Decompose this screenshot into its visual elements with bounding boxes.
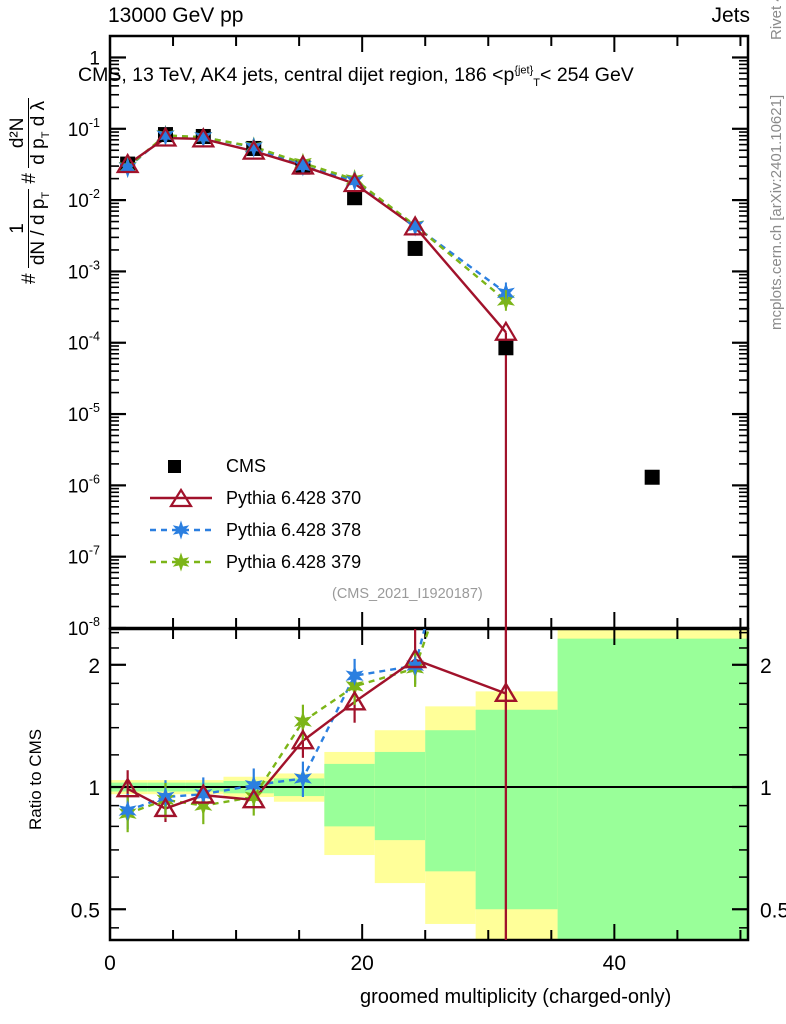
legend: CMS Pythia 6.428 370 Pythia 6.428 378 Pythi… [150, 450, 361, 578]
cms-data-marker [347, 190, 363, 206]
p370-marker [115, 152, 140, 174]
x-tick-label: 40 [603, 952, 626, 975]
ratio-series-group [115, 629, 518, 833]
ratio-p370-marker [403, 647, 428, 669]
p378-marker [118, 157, 137, 179]
ratio-p378-marker [345, 665, 364, 687]
ratio-p370-marker [115, 776, 140, 798]
p370-marker [291, 154, 315, 175]
y-tick-label: 10-4 [68, 330, 100, 355]
uncertainty-band-inner [324, 763, 375, 827]
y-tick-label: 10-5 [68, 401, 100, 426]
ratio-p378-marker [118, 800, 137, 821]
x-axis-label: groomed multiplicity (charged-only) [360, 986, 672, 1008]
legend-item-1[interactable]: Pythia 6.428 370 [150, 482, 361, 514]
ratio-tick-label-left: 2 [88, 655, 100, 678]
ratio-tick-label-left: 0.5 [71, 899, 100, 922]
plot-title: CMS, 13 TeV, AK4 jets, central dijet reg… [78, 64, 634, 89]
uncertainty-band-inner [475, 709, 558, 910]
legend-item-3[interactable]: Pythia 6.428 379 [150, 546, 361, 578]
ratio-p370-marker [153, 796, 178, 818]
legend-key-dashed-star [150, 551, 212, 573]
y-tick-label: 10-8 [68, 615, 100, 640]
plot-title-sub: T [533, 76, 541, 89]
uncertainty-band-inner [425, 730, 476, 872]
ratio-panel-frame [108, 627, 750, 942]
p378-marker [244, 136, 263, 158]
ratio-p378-marker [244, 774, 263, 796]
p370-marker [191, 127, 216, 148]
series-line-Pythia-6-428-370 [126, 136, 507, 334]
plot-title-sup: {jet} [514, 64, 534, 77]
ratio-p370-marker [241, 787, 266, 809]
ratio-p379-marker [345, 675, 364, 697]
plot-title-pre: CMS, 13 TeV, AK4 jets, central dijet reg… [78, 64, 515, 86]
ratio-p378-marker [293, 768, 312, 789]
ratio-p379-marker [244, 786, 263, 808]
p370-marker [241, 139, 266, 160]
legend-key-dashed-star [150, 519, 212, 541]
ratio-tick-label-left: 1 [88, 777, 100, 800]
y-tick-label: 10-7 [68, 544, 100, 569]
ratio-tick-label-right: 2 [760, 655, 772, 678]
ratio-p370-marker [290, 728, 315, 750]
p378-marker [156, 125, 175, 147]
series-line-Pythia-6-428-378 [126, 134, 507, 294]
p370-marker [342, 172, 367, 193]
uncertainty-band-inner [374, 751, 426, 841]
ratio-p370-marker [342, 690, 367, 711]
y-tick-label: 10-6 [68, 472, 100, 497]
legend-label: CMS [226, 455, 266, 476]
p370-marker [403, 215, 428, 236]
cms-data-marker [644, 469, 660, 485]
ratio-p370-marker [191, 783, 216, 804]
p378-marker [345, 170, 364, 192]
legend-label: Pythia 6.428 379 [226, 551, 362, 572]
uncertainty-band-inner [557, 638, 748, 940]
ratio-p370-marker [493, 681, 518, 703]
cms-data-marker [498, 340, 514, 356]
legend-item-0[interactable]: CMS [150, 450, 361, 482]
p370-marker [153, 126, 178, 147]
cms-data-marker [407, 240, 423, 256]
uncertainty-bands [110, 629, 748, 940]
x-tick-label: 20 [350, 952, 373, 975]
ratio-tick-label-right: 1 [760, 777, 772, 800]
y-tick-label: 10-2 [68, 187, 100, 212]
analysis-id-watermark: (CMS_2021_I1920187) [332, 586, 483, 602]
plot-title-post: < 254 GeV [540, 64, 634, 86]
x-tick-label: 0 [104, 952, 116, 975]
header-beam-info: 13000 GeV pp [108, 4, 244, 27]
header-analysis-category: Jets [711, 4, 750, 27]
ratio-line-continuation [413, 629, 426, 666]
series-line-Pythia-6-428-379 [126, 134, 507, 302]
y-tick-label: 10-3 [68, 258, 100, 283]
y-tick-label: 1 [89, 48, 100, 69]
p370-marker [494, 320, 518, 341]
legend-key-solid-triangle [150, 487, 212, 509]
legend-key-marker-square [150, 455, 212, 477]
legend-label: Pythia 6.428 370 [226, 487, 362, 508]
y-tick-label: 10-1 [68, 116, 100, 141]
legend-label: Pythia 6.428 378 [226, 519, 362, 540]
legend-item-2[interactable]: Pythia 6.428 378 [150, 514, 361, 546]
ratio-tick-label-right: 0.5 [760, 899, 786, 922]
